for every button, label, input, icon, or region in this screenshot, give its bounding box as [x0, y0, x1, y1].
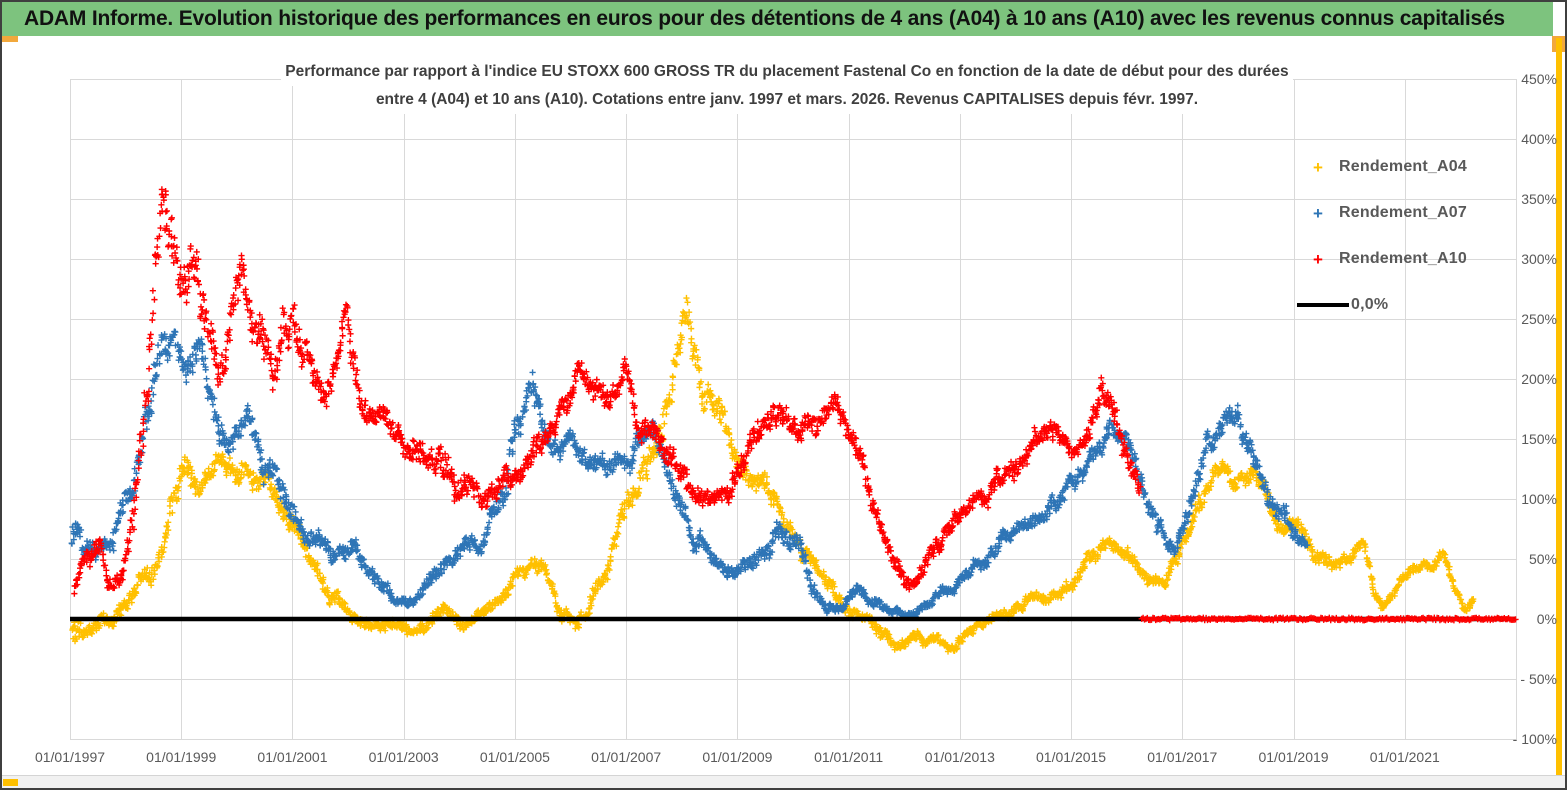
y-tick-label: 0%: [1536, 611, 1557, 627]
report-title: ADAM Informe. Evolution historique des p…: [24, 7, 1505, 30]
legend-label: Rendement_A04: [1339, 158, 1467, 175]
report-header-bar: ADAM Informe. Evolution historique des p…: [2, 2, 1553, 36]
x-tick-label: 01/01/2021: [1369, 749, 1440, 765]
y-tick-label: 300%: [1521, 251, 1557, 267]
x-tick-label: 01/01/2001: [257, 749, 328, 765]
chart-legend: + Rendement_A04 + Rendement_A07 + Rendem…: [1297, 144, 1527, 328]
legend-label: Rendement_A07: [1339, 204, 1467, 221]
x-tick-label: 01/01/1999: [146, 749, 217, 765]
y-tick-label: 50%: [1528, 551, 1557, 567]
legend-label: 0,0%: [1351, 296, 1389, 313]
y-tick-label: 100%: [1521, 491, 1557, 507]
y-tick-label: - 50%: [1520, 671, 1557, 687]
legend-item-rendement-a10[interactable]: + Rendement_A10: [1297, 236, 1527, 282]
y-tick-label: 450%: [1521, 71, 1557, 87]
legend-item-rendement-a04[interactable]: + Rendement_A04: [1297, 144, 1527, 190]
x-tick-label: 01/01/2007: [591, 749, 662, 765]
y-tick-label: 400%: [1521, 131, 1557, 147]
plus-marker-icon: +: [1313, 203, 1323, 223]
x-tick-label: 01/01/2019: [1258, 749, 1329, 765]
x-tick-label: 01/01/2017: [1147, 749, 1218, 765]
x-tick-label: 01/01/2003: [368, 749, 439, 765]
legend-item-rendement-a07[interactable]: + Rendement_A07: [1297, 190, 1527, 236]
y-tick-label: 350%: [1521, 191, 1557, 207]
zero-line-sample-icon: [1297, 303, 1349, 307]
y-tick-label: 150%: [1521, 431, 1557, 447]
bottom-strip: [2, 775, 1565, 788]
legend-item-zero-line[interactable]: 0,0%: [1297, 282, 1527, 328]
y-tick-label: 200%: [1521, 371, 1557, 387]
y-tick-label: - 100%: [1512, 731, 1557, 747]
performance-chart[interactable]: Performance par rapport à l'indice EU ST…: [2, 36, 1565, 772]
x-tick-label: 01/01/2011: [814, 749, 884, 765]
x-tick-label: 01/01/2015: [1036, 749, 1107, 765]
x-tick-label: 01/01/2013: [924, 749, 995, 765]
chart-plot-canvas: [2, 36, 1565, 772]
x-tick-label: 01/01/2005: [479, 749, 550, 765]
x-tick-label: 01/01/1997: [34, 749, 106, 765]
x-tick-label: 01/01/2009: [702, 749, 773, 765]
plus-marker-icon: +: [1313, 249, 1323, 269]
legend-label: Rendement_A10: [1339, 250, 1467, 267]
plus-marker-icon: +: [1313, 157, 1323, 177]
gold-accent-bottom-left: [3, 779, 18, 786]
y-tick-label: 250%: [1521, 311, 1557, 327]
